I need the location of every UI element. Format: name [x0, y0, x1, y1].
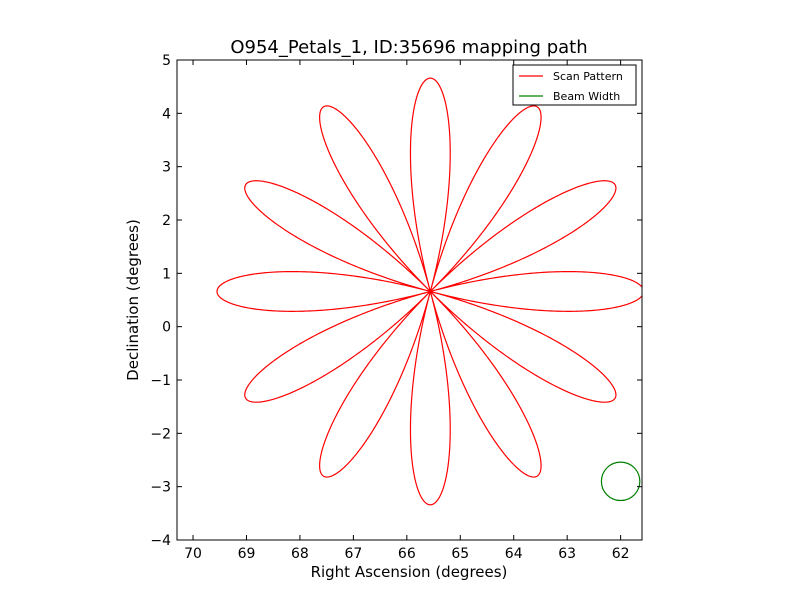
x-tick-label: 62	[612, 546, 630, 562]
y-tick-label: −4	[150, 533, 171, 549]
x-tick-label: 64	[505, 546, 523, 562]
legend-box	[512, 64, 637, 106]
plot-data	[216, 77, 642, 506]
beam-width-circle	[600, 461, 641, 502]
x-tick-label: 65	[451, 546, 469, 562]
x-axis-title: Right Ascension (degrees)	[311, 563, 508, 581]
y-tick-label: −1	[150, 373, 171, 389]
y-tick-label: −3	[150, 480, 171, 496]
y-tick-label: 0	[162, 320, 171, 336]
x-tick-label: 70	[184, 546, 202, 562]
y-tick-label: 1	[162, 266, 171, 282]
y-axis: −4 −3 −2 −1 0 1 2 3 4 5	[150, 53, 642, 549]
chart-title: O954_Petals_1, ID:35696 mapping path	[230, 37, 587, 58]
x-tick-label: 67	[344, 546, 362, 562]
x-tick-label: 63	[558, 546, 576, 562]
x-tick-label: 69	[238, 546, 256, 562]
legend-label-scan-pattern: Scan Pattern	[553, 70, 623, 83]
y-tick-label: 2	[162, 213, 171, 229]
scan-pattern-line	[216, 77, 642, 506]
y-tick-label: 5	[162, 53, 171, 69]
x-axis: 70 69 68 67 66 65 64 63 62	[184, 60, 630, 562]
x-tick-label: 68	[291, 546, 309, 562]
y-tick-label: 3	[162, 160, 171, 176]
legend: Scan Pattern Beam Width	[512, 64, 637, 106]
y-tick-label: 4	[162, 106, 171, 122]
legend-label-beam-width: Beam Width	[553, 90, 620, 103]
plot-frame	[176, 59, 643, 541]
x-tick-label: 66	[398, 546, 416, 562]
y-axis-title: Declination (degrees)	[124, 219, 142, 381]
y-tick-label: −2	[150, 426, 171, 442]
